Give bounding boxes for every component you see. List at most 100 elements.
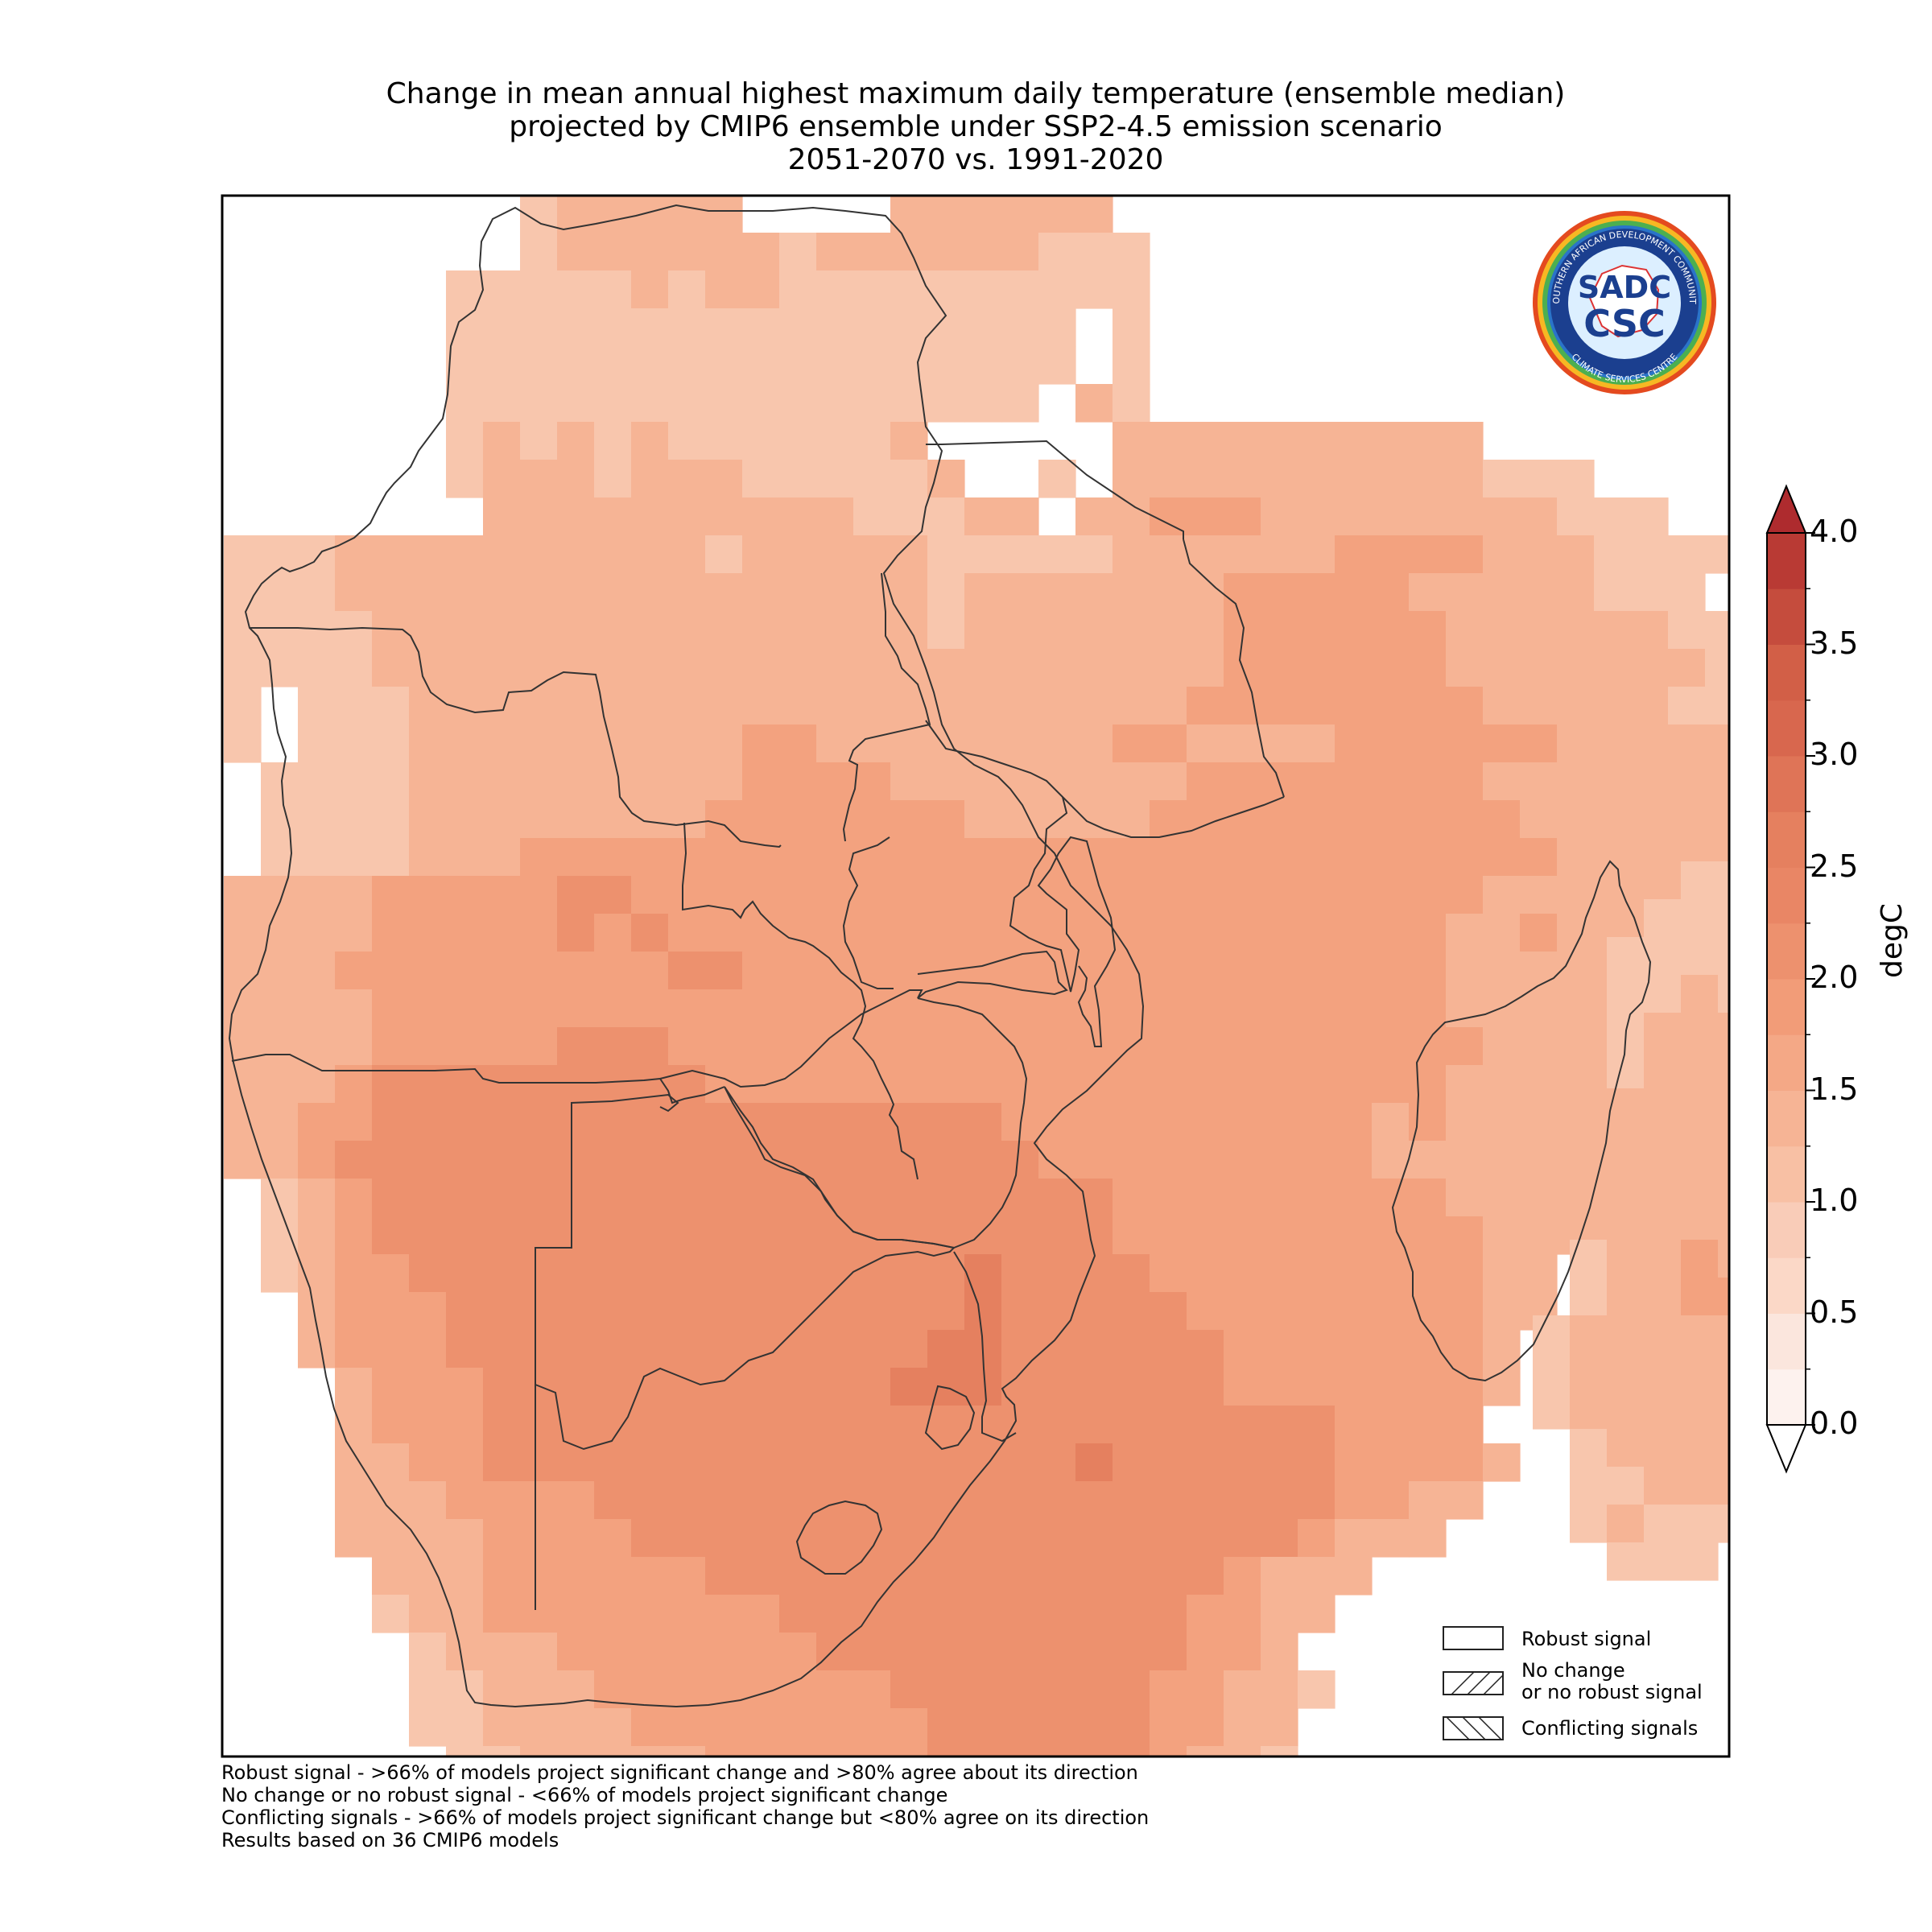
grid-cell (1001, 838, 1039, 877)
grid-cell (1038, 914, 1076, 952)
grid-cell (1298, 497, 1335, 536)
grid-cell (557, 1254, 595, 1293)
grid-cell (594, 1557, 632, 1596)
grid-cell (261, 762, 299, 801)
grid-cell (964, 384, 1002, 423)
grid-cell (298, 1179, 336, 1217)
grid-cell (964, 1179, 1002, 1217)
grid-cell (1372, 422, 1410, 460)
grid-cell (890, 1141, 928, 1179)
grid-cell (557, 497, 595, 536)
grid-cell (853, 1897, 891, 1932)
grid-cell (927, 308, 965, 347)
grid-cell (1372, 1216, 1410, 1255)
grid-cell (1644, 1240, 1682, 1278)
grid-cell (705, 460, 743, 498)
grid-cell (816, 1179, 854, 1217)
grid-cell (742, 1557, 780, 1596)
grid-cell (742, 1179, 780, 1217)
grid-cell (1557, 876, 1595, 914)
grid-cell (1557, 1027, 1595, 1066)
grid-cell (1520, 497, 1558, 536)
grid-cell (890, 800, 928, 839)
grid-cell (261, 876, 299, 914)
grid-cell (853, 1443, 891, 1482)
grid-cell (1113, 649, 1150, 687)
grid-cell (1520, 952, 1558, 990)
grid-cell (927, 1103, 965, 1141)
grid-cell (1038, 952, 1076, 990)
grid-cell (1483, 762, 1521, 801)
grid-cell (853, 1708, 891, 1747)
grid-cell (742, 838, 780, 877)
grid-cell (853, 1216, 891, 1255)
grid-cell (779, 384, 817, 423)
grid-cell (890, 1292, 928, 1331)
grid-cell (1075, 800, 1113, 839)
grid-cell (1298, 1254, 1335, 1293)
grid-cell (1409, 989, 1447, 1028)
grid-cell (779, 724, 817, 763)
grid-cell (964, 1897, 1002, 1932)
grid-cell (1001, 1443, 1039, 1482)
grid-cell (1224, 1141, 1261, 1179)
grid-cell (853, 308, 891, 347)
grid-cell (1557, 460, 1595, 498)
grid-cell (1261, 1254, 1298, 1293)
grid-cell (631, 1670, 669, 1709)
grid-cell (1038, 1254, 1076, 1293)
grid-cell (298, 649, 336, 687)
grid-cell (779, 1406, 817, 1444)
grid-cell (853, 460, 891, 498)
grid-cell (779, 1065, 817, 1104)
grid-cell (1001, 1860, 1039, 1898)
grid-cell (1681, 1542, 1719, 1581)
grid-cell (1187, 1822, 1224, 1860)
grid-cell (1446, 687, 1484, 725)
border-zambia-zimbabwe (659, 950, 1068, 1088)
grid-cell (853, 687, 891, 725)
grid-cell (1001, 1746, 1039, 1757)
grid-cell (409, 1141, 447, 1179)
grid-cell (1594, 649, 1632, 687)
grid-cell (1038, 1292, 1076, 1331)
grid-cell (1075, 611, 1113, 650)
grid-cell (668, 989, 706, 1028)
grid-cell (1718, 1353, 1730, 1392)
grid-cell (742, 1481, 780, 1520)
grid-cell (594, 1027, 632, 1066)
grid-cell (446, 1481, 484, 1520)
grid-cell (668, 800, 706, 839)
grid-cell (1409, 1065, 1447, 1104)
grid-cell (594, 1216, 632, 1255)
grid-cell (1409, 1519, 1447, 1558)
grid-cell (1668, 611, 1706, 650)
grid-cell (1001, 1708, 1039, 1747)
grid-cell (1372, 952, 1410, 990)
grid-cell (1681, 899, 1719, 938)
grid-cell (1533, 1391, 1571, 1430)
grid-cell (964, 1027, 1002, 1066)
grid-cell (964, 838, 1002, 877)
grid-cell (594, 611, 632, 650)
grid-cell (1718, 1164, 1730, 1203)
grid-cell (1075, 1557, 1113, 1596)
grid-cell (705, 611, 743, 650)
grid-cell (1557, 1103, 1595, 1141)
grid-cell (409, 914, 447, 952)
grid-cell (964, 914, 1002, 952)
grid-cell (1631, 838, 1669, 877)
grid-cell (483, 1103, 521, 1141)
grid-cell (816, 1633, 854, 1671)
grid-cell (1113, 1254, 1150, 1293)
grid-cell (1150, 1216, 1187, 1255)
grid-cell (964, 1254, 1002, 1293)
grid-cell (1001, 1292, 1039, 1331)
grid-cell (1409, 649, 1447, 687)
grid-cell (1187, 1254, 1224, 1293)
grid-cell (1372, 649, 1410, 687)
grid-cell (742, 384, 780, 423)
grid-cell (927, 233, 965, 271)
grid-cell (1261, 1141, 1298, 1179)
grid-cell (1533, 1353, 1571, 1392)
